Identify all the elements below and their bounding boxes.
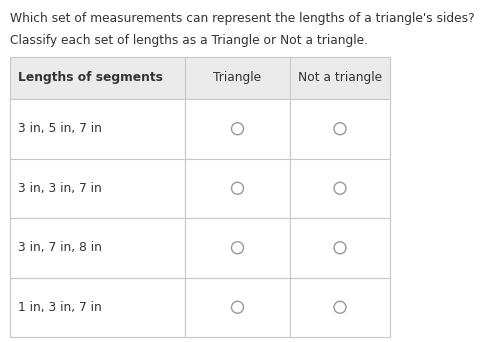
Bar: [290, 277, 390, 337]
Bar: [185, 99, 290, 158]
Text: 3 in, 7 in, 8 in: 3 in, 7 in, 8 in: [18, 241, 102, 254]
Bar: [10, 277, 185, 337]
Text: Not a triangle: Not a triangle: [298, 71, 382, 84]
Bar: [10, 158, 185, 218]
Bar: [290, 57, 390, 99]
Bar: [290, 99, 390, 158]
Text: 1 in, 3 in, 7 in: 1 in, 3 in, 7 in: [18, 301, 102, 314]
Bar: [185, 158, 290, 218]
Text: Which set of measurements can represent the lengths of a triangle's sides?: Which set of measurements can represent …: [10, 12, 475, 25]
Bar: [185, 277, 290, 337]
Bar: [185, 218, 290, 277]
Bar: [10, 57, 185, 99]
Bar: [290, 218, 390, 277]
Bar: [290, 158, 390, 218]
Bar: [10, 99, 185, 158]
Text: 3 in, 5 in, 7 in: 3 in, 5 in, 7 in: [18, 122, 102, 135]
Bar: [10, 218, 185, 277]
Bar: [185, 57, 290, 99]
Text: Lengths of segments: Lengths of segments: [18, 71, 163, 84]
Text: Classify each set of lengths as a Triangle or Not a triangle.: Classify each set of lengths as a Triang…: [10, 34, 368, 47]
Text: Triangle: Triangle: [214, 71, 262, 84]
Text: 3 in, 3 in, 7 in: 3 in, 3 in, 7 in: [18, 182, 102, 195]
